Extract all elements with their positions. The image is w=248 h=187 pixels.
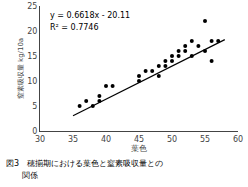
svg-text:40: 40 (101, 135, 111, 144)
svg-text:60: 60 (233, 135, 243, 144)
svg-text:20: 20 (27, 27, 37, 36)
svg-text:10: 10 (27, 77, 37, 86)
svg-text:55: 55 (200, 135, 210, 144)
svg-text:0: 0 (32, 127, 37, 136)
svg-text:R² = 0.7746: R² = 0.7746 (50, 23, 99, 32)
svg-text:15: 15 (27, 52, 37, 61)
svg-text:30: 30 (35, 135, 45, 144)
svg-text:5: 5 (32, 102, 37, 111)
svg-text:葉色: 葉色 (131, 144, 147, 153)
svg-text:図3 穂揃期における葉色と窒素吸収量との: 図3 穂揃期における葉色と窒素吸収量との (6, 159, 163, 168)
svg-text:関係: 関係 (6, 171, 38, 180)
svg-text:y = 0.6618x - 20.11: y = 0.6618x - 20.11 (50, 11, 130, 20)
svg-text:45: 45 (134, 135, 144, 144)
svg-text:25: 25 (27, 2, 37, 11)
svg-text:35: 35 (68, 135, 78, 144)
svg-text:窒素吸収量 kg/10a: 窒素吸収量 kg/10a (17, 38, 25, 99)
svg-text:50: 50 (167, 135, 177, 144)
